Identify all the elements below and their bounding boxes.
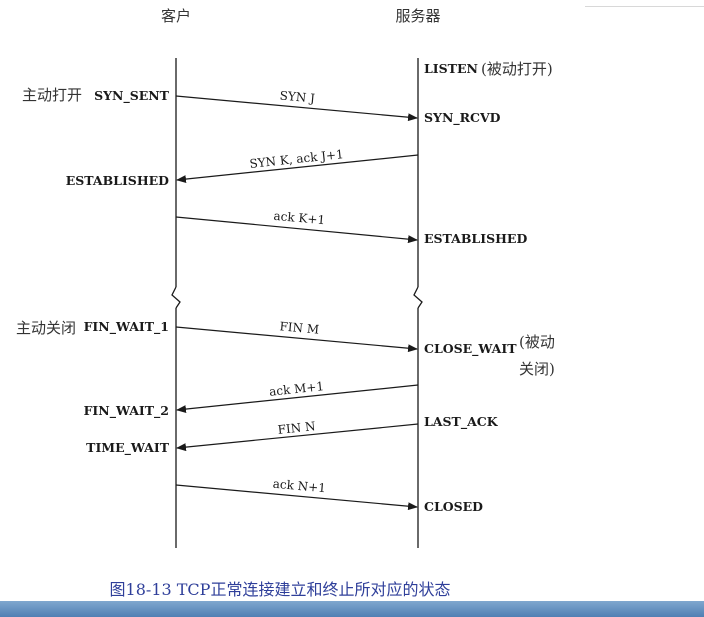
arrow-ack-m	[176, 384, 419, 414]
client-header: 客户	[161, 7, 191, 25]
arrow-syn-j	[175, 95, 418, 122]
server-state-close-wait: CLOSE_WAIT	[424, 341, 517, 357]
server-state-last-ack: LAST_ACK	[424, 414, 499, 430]
figure-caption: 图18-13 TCP正常连接建立和终止所对应的状态	[109, 580, 451, 599]
tcp-state-diagram: 客户 服务器 SYN J SYN K, ack J+1 ack K+1 FIN …	[16, 7, 555, 548]
top-rule	[585, 6, 704, 7]
note-active-open: 主动打开	[22, 86, 82, 104]
server-header: 服务器	[395, 7, 440, 25]
server-state-established: ESTABLISHED	[424, 231, 527, 246]
msg-fin-m: FIN M	[279, 319, 320, 336]
client-state-fin-wait-2: FIN_WAIT_2	[84, 403, 169, 419]
arrow-fin-n	[176, 423, 419, 452]
server-state-closed: CLOSED	[424, 499, 483, 514]
server-state-syn-rcvd: SYN_RCVD	[424, 110, 501, 126]
arrow-fin-m	[175, 326, 418, 353]
client-timeline	[171, 58, 181, 548]
taskbar	[0, 601, 704, 617]
msg-ack-m: ack M+1	[269, 379, 325, 399]
server-state-listen: LISTEN	[424, 61, 478, 76]
arrow-syn-k-ack	[176, 154, 419, 184]
note-active-close: 主动关闭	[16, 319, 76, 337]
msg-ack-n: ack N+1	[272, 477, 326, 496]
server-timeline	[413, 58, 423, 548]
arrow-ack-n	[175, 484, 418, 511]
note-passive-open: (被动打开)	[481, 60, 553, 78]
msg-fin-n: FIN N	[277, 419, 316, 437]
note-passive-close-2: 关闭)	[519, 360, 555, 378]
note-passive-close-1: (被动	[519, 333, 555, 351]
client-state-fin-wait-1: FIN_WAIT_1	[84, 319, 169, 335]
msg-ack-k: ack K+1	[273, 209, 326, 227]
arrow-ack-k	[175, 216, 418, 244]
client-state-time-wait: TIME_WAIT	[86, 440, 170, 456]
client-state-syn-sent: SYN_SENT	[94, 88, 170, 104]
client-state-established: ESTABLISHED	[66, 173, 169, 188]
msg-syn-j: SYN J	[279, 89, 316, 106]
